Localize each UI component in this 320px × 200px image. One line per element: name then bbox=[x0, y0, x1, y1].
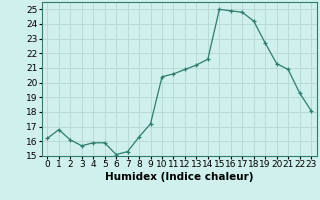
X-axis label: Humidex (Indice chaleur): Humidex (Indice chaleur) bbox=[105, 172, 253, 182]
